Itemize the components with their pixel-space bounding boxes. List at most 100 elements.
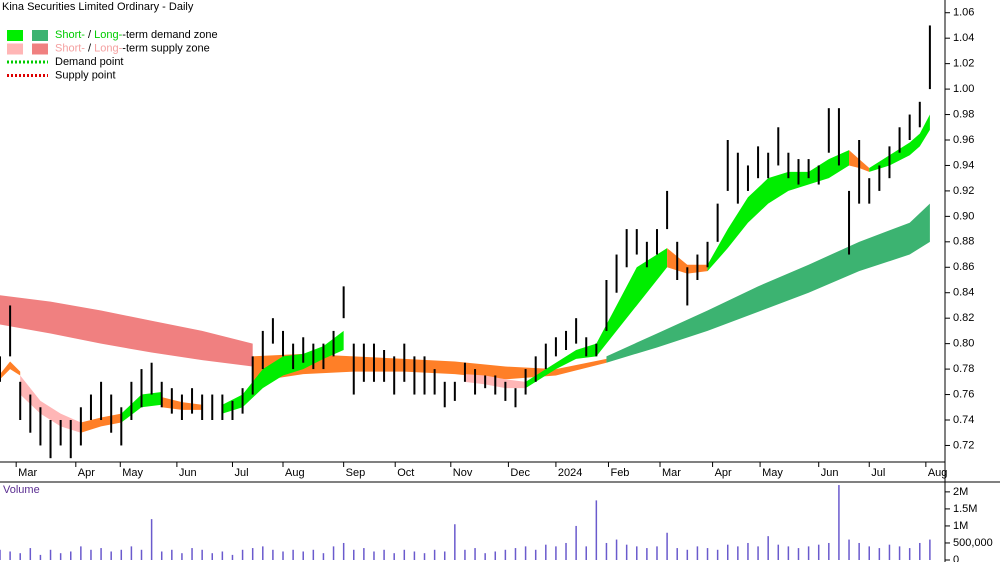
- zone: [525, 248, 668, 389]
- legend-text: -term demand zone: [122, 29, 217, 41]
- volume-bar: [656, 546, 658, 560]
- volume-bar: [181, 553, 183, 560]
- price-bar: [372, 343, 375, 382]
- y-tick-label: 0.84: [953, 287, 974, 299]
- legend-swatch: [32, 30, 48, 41]
- x-tick-label: Nov: [453, 467, 473, 479]
- volume-bar: [39, 554, 42, 560]
- volume-bar: [646, 548, 648, 560]
- price-bar: [524, 369, 527, 395]
- price-bar: [0, 356, 1, 382]
- volume-bar: [686, 549, 689, 560]
- volume-bar: [231, 554, 234, 560]
- x-tick-label: 2024: [558, 467, 582, 479]
- x-tick-label: Aug: [928, 467, 948, 479]
- price-bar: [888, 146, 891, 179]
- volume-label: Volume: [3, 484, 40, 496]
- price-bar: [655, 229, 658, 255]
- price-bar: [534, 356, 537, 382]
- volume-bar: [0, 549, 1, 560]
- volume-bar: [555, 546, 557, 560]
- volume-bar: [908, 548, 911, 560]
- volume-bar: [373, 551, 375, 560]
- volume-bar: [858, 542, 860, 560]
- volume-bar: [575, 525, 577, 560]
- price-bar: [554, 337, 557, 357]
- volume-bar: [160, 551, 163, 560]
- price-bar: [29, 394, 32, 433]
- price-bar: [716, 203, 719, 242]
- volume-bar: [767, 536, 769, 560]
- price-bar: [797, 159, 800, 185]
- zone: [606, 203, 930, 363]
- volume-bar: [49, 549, 52, 560]
- volume-bar: [625, 544, 628, 560]
- zone: [0, 361, 21, 380]
- volume-bar: [514, 548, 517, 560]
- x-tick-label: Apr: [78, 467, 95, 479]
- volume-bar: [262, 546, 264, 560]
- price-bar: [777, 127, 780, 166]
- price-bar: [908, 114, 911, 140]
- price-bar: [271, 318, 274, 344]
- volume-bar: [797, 548, 800, 560]
- y-tick-label: 0.82: [953, 312, 974, 324]
- legend-text: Long-: [94, 42, 122, 54]
- volume-bar: [19, 553, 21, 560]
- volume-bar: [90, 549, 92, 560]
- volume-bar: [110, 551, 112, 560]
- x-tick-label: Jul: [234, 467, 248, 479]
- volume-bar: [120, 549, 123, 560]
- price-bar: [474, 369, 477, 395]
- y-tick-label: 1.06: [953, 7, 974, 19]
- price-bar: [362, 343, 365, 382]
- legend-swatch: [7, 43, 23, 55]
- x-tick-label: Jul: [871, 467, 885, 479]
- volume-bar: [484, 553, 486, 560]
- price-bar: [848, 190, 851, 255]
- price-bar: [878, 165, 881, 191]
- price-bar: [595, 343, 598, 357]
- volume-bar: [737, 546, 739, 560]
- volume-bar: [302, 551, 304, 560]
- volume-bar: [241, 549, 244, 560]
- price-bar: [59, 420, 62, 446]
- chart-title: Kina Securities Limited Ordinary - Daily: [2, 1, 194, 13]
- volume-bar: [898, 546, 901, 560]
- legend-swatch: [7, 30, 23, 41]
- volume-bar: [312, 549, 315, 560]
- zone: [252, 353, 607, 382]
- zone: [0, 295, 253, 367]
- volume-bar: [100, 548, 102, 560]
- y-tick-label: 0.96: [953, 134, 974, 146]
- volume-bar: [383, 549, 385, 560]
- volume-bar: [565, 542, 567, 560]
- y-tick-label: 0.80: [953, 338, 974, 350]
- price-bar: [312, 343, 315, 370]
- price-bar: [241, 388, 244, 414]
- price-bar: [676, 241, 679, 280]
- y-tick-label: 0.92: [953, 185, 974, 197]
- price-bars: [0, 25, 931, 459]
- volume-bar: [70, 551, 72, 560]
- x-tick-label: Dec: [510, 467, 530, 479]
- price-bar: [342, 286, 345, 319]
- price-bar: [79, 407, 82, 446]
- price-bar: [706, 241, 709, 268]
- volume-bar: [878, 548, 881, 560]
- price-bar: [191, 388, 194, 414]
- price-bar: [160, 381, 163, 408]
- legend-label: Supply point: [55, 69, 116, 81]
- price-bar: [817, 165, 820, 185]
- volume-bar: [605, 542, 608, 560]
- volume-tick-label: 500,000: [953, 537, 993, 549]
- y-tick-label: 0.88: [953, 236, 974, 248]
- volume-bar: [191, 548, 193, 560]
- price-bar: [140, 369, 143, 408]
- y-tick-label: 0.86: [953, 261, 974, 273]
- price-bar: [504, 381, 507, 401]
- volume-bar: [807, 546, 810, 560]
- legend-text: Short-: [55, 42, 85, 54]
